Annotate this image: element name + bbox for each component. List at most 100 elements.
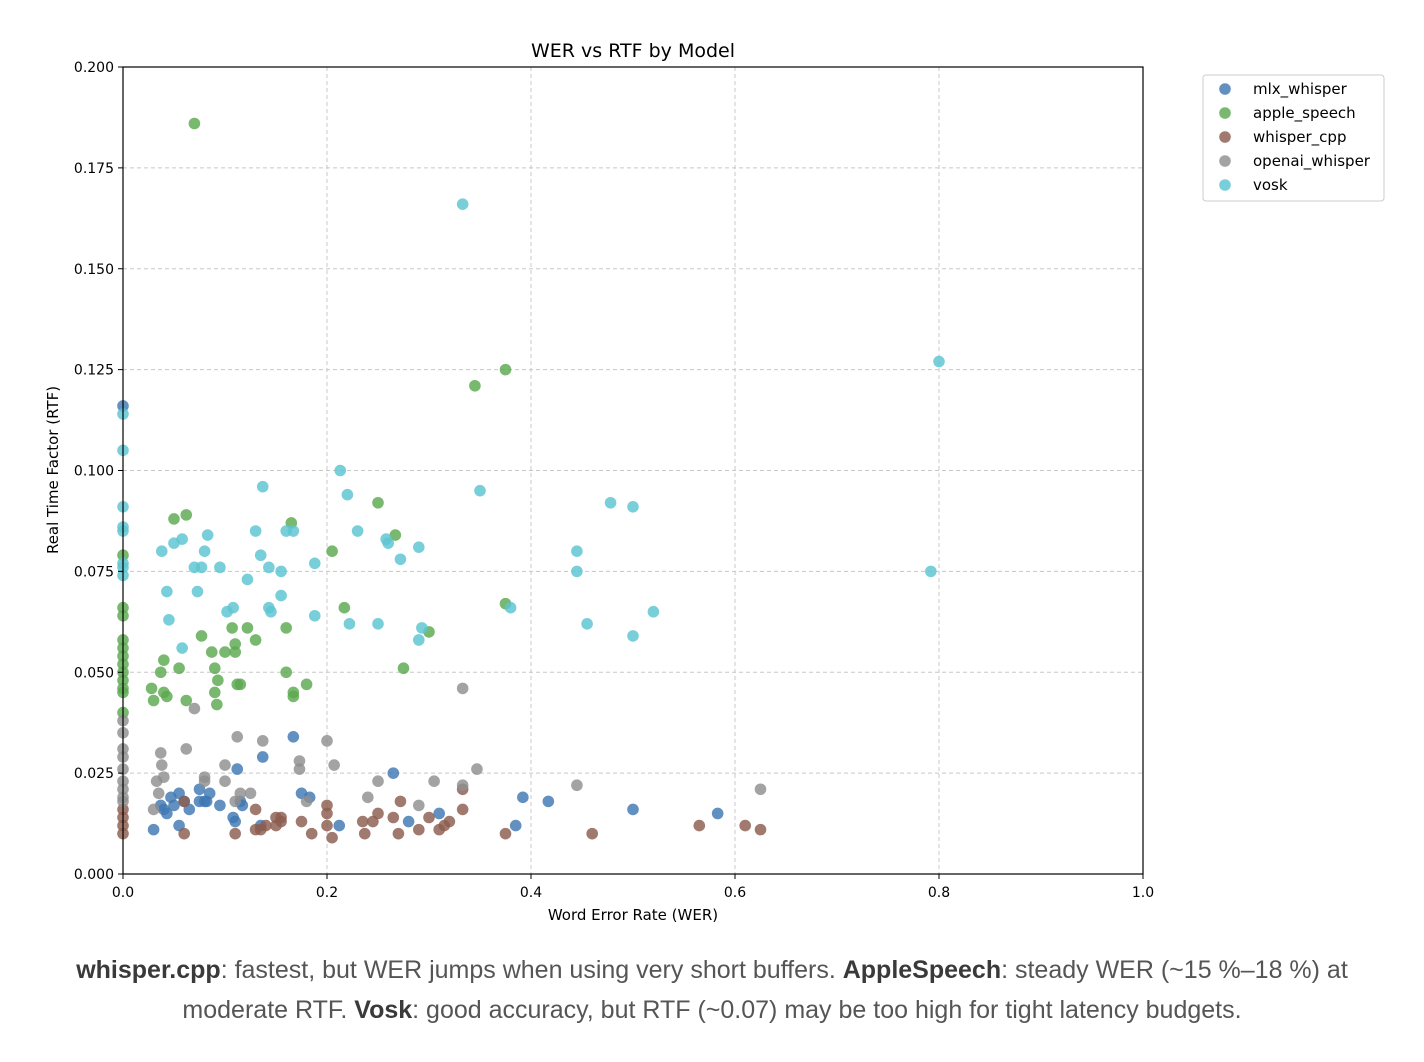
- openai_whisper-point: [428, 775, 440, 787]
- whisper_cpp-point: [392, 827, 405, 840]
- caption-bold-whisper-cpp: whisper.cpp: [76, 956, 221, 984]
- y-tick-label: 0.150: [74, 262, 114, 278]
- vosk-point: [161, 585, 173, 598]
- whisper_cpp-point: [326, 831, 338, 844]
- apple_speech-point: [212, 674, 224, 687]
- legend-label-mlx_whisper: mlx_whisper: [1253, 80, 1348, 99]
- vosk-point: [504, 601, 517, 614]
- whisper_cpp-point: [499, 827, 512, 840]
- whisper_cpp-point: [456, 803, 469, 816]
- apple_speech-point: [195, 630, 208, 642]
- vosk-point: [372, 618, 384, 630]
- y-tick-label: 0.175: [74, 161, 114, 177]
- openai_whisper-point: [219, 775, 231, 787]
- openai_whisper-point: [471, 763, 483, 775]
- caption-bold-applespeech: AppleSpeech: [842, 956, 1002, 984]
- whisper_cpp-point: [754, 823, 767, 836]
- vosk-point: [191, 585, 204, 598]
- vosk-point: [254, 549, 267, 562]
- whisper_cpp-point: [260, 819, 272, 832]
- apple_speech-point: [229, 646, 241, 658]
- vosk-point: [287, 525, 300, 537]
- vosk-point: [571, 545, 583, 557]
- whisper_cpp-point: [321, 819, 333, 832]
- mlx_whisper-point: [333, 819, 346, 832]
- whisper_cpp-point: [321, 799, 333, 812]
- vosk-point: [581, 618, 593, 630]
- apple_speech-point: [209, 686, 221, 699]
- apple_speech-point: [326, 545, 338, 557]
- apple_speech-point: [211, 698, 223, 711]
- vosk-point: [394, 553, 407, 566]
- vosk-point: [263, 561, 275, 574]
- vosk-point: [571, 565, 583, 578]
- legend-label-apple_speech: apple_speech: [1253, 104, 1356, 123]
- vosk-point: [198, 545, 211, 557]
- mlx_whisper-point: [433, 807, 446, 820]
- apple_speech-point: [158, 654, 170, 666]
- vosk-point: [341, 488, 354, 501]
- legend-marker-whisper_cpp: [1219, 131, 1231, 143]
- vosk-point: [604, 496, 617, 509]
- vosk-point: [627, 501, 639, 513]
- openai_whisper-point: [571, 779, 583, 792]
- mlx_whisper-point: [387, 767, 400, 779]
- vosk-point: [249, 525, 262, 537]
- whisper_cpp-point: [275, 811, 287, 824]
- x-tick-label: 0.6: [724, 885, 746, 901]
- vosk-point: [195, 561, 208, 574]
- apple_speech-point: [469, 379, 481, 392]
- axis-ticks: 0.0 0.2 0.4 0.6 0.8 1.0 0.000 0.025 0.050 0.075 0.…: [74, 60, 1154, 901]
- apple_speech-point: [145, 682, 158, 695]
- vosk-point: [176, 533, 188, 545]
- apple_speech-point: [300, 678, 313, 691]
- mlx_whisper-point: [287, 731, 300, 743]
- openai_whisper-point: [413, 799, 425, 812]
- apple_speech-point: [229, 638, 241, 650]
- vosk-point: [241, 573, 254, 586]
- legend-label-openai_whisper: openai_whisper: [1253, 152, 1371, 171]
- apple_speech-point: [147, 694, 160, 707]
- whisper_cpp-point: [229, 827, 241, 840]
- y-tick-label: 0.200: [74, 60, 114, 76]
- vosk-point: [925, 565, 937, 578]
- apple_speech-point: [241, 622, 254, 634]
- legend-marker-vosk: [1219, 179, 1231, 191]
- apple_speech-point: [397, 662, 410, 675]
- apple_speech-point: [234, 678, 247, 691]
- whisper_cpp-point: [321, 807, 333, 820]
- openai_whisper-point: [456, 682, 469, 695]
- y-tick-label: 0.125: [74, 363, 114, 379]
- vosk-point: [382, 537, 395, 549]
- vosk-point: [933, 355, 945, 368]
- scatter-chart: 0.0 0.2 0.4 0.6 0.8 1.0 0.000 0.025 0.050 0.075 0.…: [44, 40, 1385, 924]
- openai_whisper-point: [300, 795, 313, 808]
- vosk-point: [308, 557, 321, 570]
- vosk-point: [201, 529, 214, 541]
- vosk-point: [214, 561, 226, 574]
- apple_speech-point: [499, 363, 512, 376]
- y-tick-label: 0.100: [74, 464, 114, 480]
- data-points: [117, 117, 945, 844]
- whisper_cpp-point: [423, 811, 435, 824]
- openai_whisper-point: [180, 743, 193, 755]
- vosk-point: [163, 613, 175, 626]
- vosk-point: [155, 545, 168, 557]
- whisper_cpp-point: [387, 811, 400, 824]
- whisper_cpp-point: [394, 795, 407, 808]
- vosk-point: [308, 609, 321, 622]
- vosk-point: [416, 622, 428, 634]
- y-tick-label: 0.000: [74, 867, 114, 883]
- mlx_whisper-point: [402, 815, 415, 828]
- whisper_cpp-point: [178, 795, 190, 808]
- openai_whisper-point: [321, 735, 333, 747]
- whisper_cpp-point: [178, 827, 190, 840]
- mlx_whisper-point: [517, 791, 529, 804]
- whisper_cpp-point: [295, 815, 308, 828]
- openai_whisper-point: [152, 787, 165, 800]
- apple_speech-point: [280, 622, 293, 634]
- mlx_whisper-point: [214, 799, 226, 812]
- vosk-point: [627, 630, 639, 642]
- legend-marker-apple_speech: [1219, 107, 1231, 119]
- vosk-point: [413, 541, 425, 553]
